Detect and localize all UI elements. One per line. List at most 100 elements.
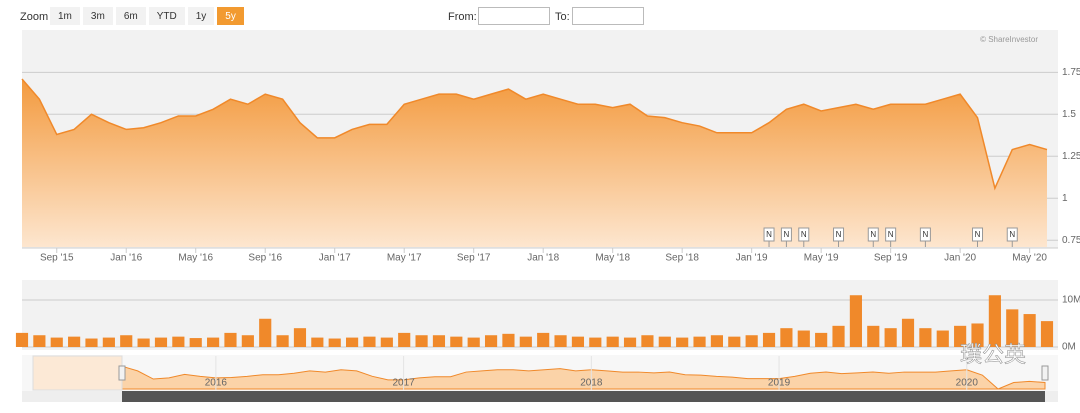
y-tick-label: 1.75 [1062, 67, 1080, 78]
volume-bar [311, 337, 324, 347]
navigator-handle[interactable] [118, 365, 126, 381]
x-tick-label: Sep '16 [248, 253, 282, 264]
credit: © ShareInvestor [980, 35, 1038, 44]
x-tick-label: Sep '19 [874, 253, 908, 264]
x-tick-label: May '20 [1012, 253, 1047, 264]
volume-bar [519, 336, 532, 347]
price-area [22, 79, 1047, 247]
volume-bar [484, 335, 498, 347]
volume-bar [398, 332, 411, 347]
volume-bar [207, 337, 220, 347]
navigator-handle[interactable] [1041, 365, 1049, 381]
navigator-label: 2016 [205, 378, 228, 389]
flag-label: N [836, 230, 842, 239]
volume-bar [328, 338, 341, 347]
volume-bar [172, 336, 185, 347]
x-tick-label: Sep '18 [665, 253, 699, 264]
zoom-button[interactable]: 6m [115, 7, 146, 25]
y-tick-label: 1 [1062, 193, 1068, 204]
volume-bar [1040, 321, 1054, 347]
volume-bar [606, 336, 619, 347]
volume-bar [450, 336, 463, 347]
volume-bar [276, 335, 289, 347]
volume-bar [693, 336, 706, 347]
y-tick-label: 1.25 [1062, 151, 1080, 162]
flag-label: N [922, 230, 928, 239]
flag [763, 227, 775, 242]
from-input[interactable] [478, 7, 550, 25]
volume-bar [849, 295, 862, 347]
volume-bar [780, 328, 793, 347]
volume-bar [259, 318, 272, 347]
y-tick-label: 1.5 [1062, 109, 1076, 120]
flag-label: N [975, 230, 981, 239]
flag [798, 227, 810, 242]
zoom-button[interactable]: YTD [148, 7, 185, 25]
flag-label: N [1009, 230, 1015, 239]
volume-bar [154, 337, 168, 347]
zoom-label: Zoom [20, 11, 49, 23]
volume-bar [762, 332, 776, 347]
x-tick-label: Jan '18 [527, 253, 559, 264]
volume-bar [797, 330, 810, 347]
flag [1006, 227, 1018, 242]
x-tick-label: May '18 [595, 253, 630, 264]
volume-bar [710, 335, 723, 347]
volume-bar [241, 335, 254, 347]
zoom-button[interactable]: 5y [217, 7, 244, 25]
x-tick-label: Jan '17 [319, 253, 351, 264]
volume-bar [1006, 309, 1019, 347]
navigator-area [121, 365, 1046, 390]
volume-bar [623, 337, 637, 347]
zoom-button[interactable]: 1y [187, 7, 215, 25]
flag [833, 227, 845, 242]
flag [780, 227, 792, 242]
volume-bar [676, 337, 689, 347]
price-line [21, 78, 1048, 191]
volume-bar [137, 338, 150, 347]
navigator-mask [32, 355, 123, 391]
y-tick-label: 0.75 [1062, 235, 1080, 246]
volume-bar [971, 323, 984, 347]
volume-bar [346, 337, 359, 347]
flag [972, 227, 984, 242]
volume-bar [901, 318, 915, 347]
volume-bar [33, 335, 46, 347]
volume-bar [745, 335, 758, 347]
volume-bar [380, 337, 393, 347]
volume-bar [15, 332, 29, 347]
volume-bar [85, 338, 98, 347]
volume-bar [189, 338, 202, 347]
to-input[interactable] [572, 7, 644, 25]
x-tick-label: May '17 [387, 253, 422, 264]
volume-bar [554, 335, 567, 347]
volume-bar [988, 295, 1001, 347]
zoom-button[interactable]: 3m [82, 7, 113, 25]
volume-bar [502, 333, 515, 347]
flag [885, 227, 897, 242]
scrollbar-thumb[interactable] [122, 391, 1045, 402]
volume-bar [537, 332, 550, 347]
volume-bar [571, 336, 585, 347]
flag-label: N [888, 230, 894, 239]
navigator-label: 2018 [580, 378, 603, 389]
navigator-label: 2019 [768, 378, 791, 389]
volume-bar [641, 335, 654, 347]
watermark: 璞公英 [960, 342, 1026, 367]
zoom-button[interactable]: 1m [50, 7, 80, 25]
volume-bar [728, 336, 741, 347]
y-tick-label: 0M [1062, 342, 1076, 353]
x-tick-label: May '16 [178, 253, 213, 264]
flag [919, 227, 931, 242]
x-tick-label: May '19 [804, 253, 839, 264]
volume-bar [293, 328, 307, 347]
to-label: To: [555, 11, 570, 23]
flag-label: N [784, 230, 790, 239]
navigator-label: 2017 [392, 378, 415, 389]
volume-bar [867, 325, 880, 347]
from-label: From: [448, 11, 477, 23]
volume-bar [589, 337, 602, 347]
x-tick-label: Sep '17 [457, 253, 491, 264]
volume-bar [363, 336, 376, 347]
